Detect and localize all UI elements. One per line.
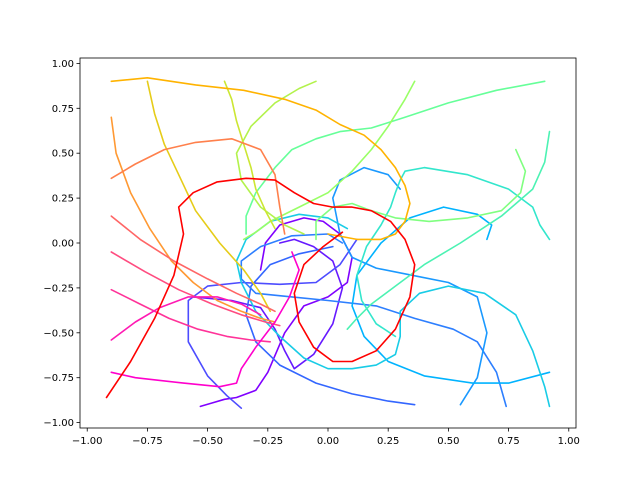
series-line-20 [110, 251, 281, 327]
x-tick-label: 1.00 [558, 436, 580, 447]
series-line-5 [332, 166, 488, 406]
series-line-14 [223, 80, 276, 230]
series-line-4 [240, 233, 507, 408]
series-line-17 [110, 116, 276, 323]
series-line-3 [245, 245, 416, 406]
x-tick-label: 0.25 [377, 436, 399, 447]
y-tick-label: 0.00 [52, 239, 74, 250]
x-tick-label: −0.75 [132, 436, 163, 447]
series-line-16 [110, 77, 411, 241]
series-line-24 [105, 177, 416, 399]
x-tick-label: −1.00 [72, 436, 103, 447]
y-tick-label: 1.00 [52, 59, 74, 70]
series-line-1 [192, 238, 344, 370]
series-line-2 [187, 238, 358, 409]
y-tick-label: 0.50 [52, 149, 74, 160]
series-line-23 [110, 251, 300, 388]
y-axis: −1.00 −0.75 −0.50 −0.25 0.00 0.25 0.50 0.75 1.00 [43, 59, 80, 429]
y-tick-label: 0.75 [52, 104, 74, 115]
series-line-12 [242, 80, 416, 241]
x-tick-label: −0.25 [252, 436, 283, 447]
x-tick-label: −0.50 [192, 436, 223, 447]
x-axis: −1.00 −0.75 −0.50 −0.25 0.00 0.25 0.50 0.75 1.00 [72, 428, 580, 447]
x-tick-label: 0.00 [317, 436, 339, 447]
y-tick-label: −0.75 [43, 373, 74, 384]
series-line-15 [146, 80, 271, 313]
series-line-6 [351, 206, 551, 384]
y-tick-label: −1.00 [43, 418, 74, 429]
y-tick-label: −0.25 [43, 283, 74, 294]
series-line-9 [346, 130, 551, 330]
series-layer [105, 77, 551, 409]
series-line-19 [110, 215, 276, 313]
x-tick-label: 0.50 [437, 436, 459, 447]
y-tick-label: 0.25 [52, 194, 74, 205]
y-tick-label: −0.50 [43, 328, 74, 339]
series-line-11 [315, 148, 527, 241]
series-line-10 [245, 80, 546, 235]
series-line-13 [235, 80, 317, 235]
series-line-18 [110, 138, 286, 235]
x-tick-label: 0.75 [497, 436, 519, 447]
series-line-8 [356, 166, 551, 338]
series-line-0 [199, 217, 353, 408]
series-line-22 [110, 296, 262, 341]
series-line-21 [110, 288, 271, 343]
